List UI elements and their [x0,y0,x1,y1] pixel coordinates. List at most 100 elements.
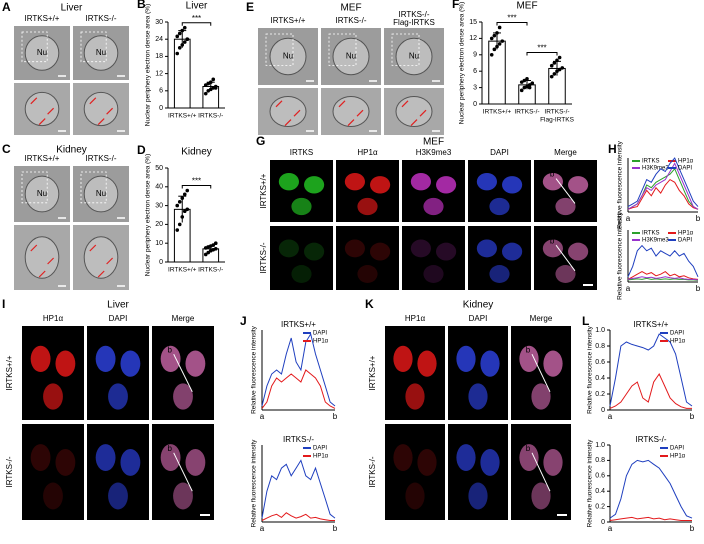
legend-label: IRTKS [642,231,660,237]
column-header: IRTKS+/+ [25,14,60,23]
arrow [410,119,418,127]
data-point [495,44,499,49]
micrograph [402,226,465,290]
x-tick-note: Flag-IRTKS [540,117,574,124]
micrograph [336,226,399,290]
row-label: IRTKS+/+ [259,173,268,208]
column-header: IRTKS+/+ [271,16,306,25]
profile-point: a [194,490,199,499]
profile-point: b [526,444,531,453]
panel-letter: J [240,314,247,328]
nucleus [555,197,576,216]
nucleus [278,239,299,258]
y-axis-label: Nuclear periphery electron dense area (%… [145,154,152,276]
y-tick-label: 3 [473,84,477,91]
nucleus [393,345,413,373]
column-header: HP1α [357,148,378,157]
data-point [557,67,562,72]
profile-point: b [550,170,555,179]
zoom-box [21,171,48,204]
chart-subtitle: IRTKS+/+ [281,320,316,329]
nucleus [543,448,563,476]
legend-label: IRTKS [642,159,660,165]
micrograph [385,424,445,520]
column-header: HP1α [43,314,64,323]
nucleus [568,176,589,194]
data-point [185,207,190,212]
legend-label: DAPI [313,331,327,337]
nucleus [456,444,476,472]
row-label: IRTKS+/+ [368,355,377,390]
data-point [489,53,494,57]
x-axis-label: b [333,524,338,533]
nucleus [185,350,206,377]
nucleus [304,242,325,261]
nucleus [468,383,488,410]
y-tick-label: 40 [155,184,163,191]
arrow [293,109,301,117]
nucleus-label: Nu [96,189,106,198]
y-tick-label: 20 [155,221,163,228]
profile-point: a [552,391,557,400]
x-axis-label: a [626,284,631,293]
chart-subtitle: IRTKS-/- [283,435,314,444]
nucleus-label: Nu [37,189,47,198]
legend-label: HP1α [678,231,694,237]
chart-subtitle: IRTKS-/- [636,435,667,444]
micrograph [270,226,333,290]
arrow [47,257,55,265]
row-label: IRTKS-/- [5,456,14,487]
arrow [419,109,427,117]
column-note: Flag-IRTKS [393,18,435,27]
data-point [213,241,218,245]
data-point [175,51,180,56]
profile-line [261,512,335,521]
data-point [500,39,505,43]
significance-label: *** [507,14,516,23]
x-axis-label: b [696,214,701,223]
nucleus [476,173,497,191]
arrow [89,97,97,105]
data-point [185,37,190,41]
profile-point: b [167,345,172,354]
profile-line [173,452,193,492]
data-point [552,72,557,76]
y-tick-label: 6 [473,68,477,75]
nucleus [344,239,365,258]
significance-bracket [496,21,528,26]
y-tick-label: 50 [155,165,163,172]
data-point [519,80,524,84]
column-header: IRTKS-/- [399,10,430,19]
x-axis-label: a [260,524,265,533]
arrow [30,97,38,105]
data-point [527,85,532,90]
arrow [356,109,364,117]
y-tick-label: 0.2 [595,391,605,398]
legend-label: DAPI [313,446,327,452]
data-point [489,36,494,41]
zoom-box [80,31,107,63]
data-point [213,247,218,251]
data-point [492,47,497,52]
nucleus [30,345,51,373]
panel-title: Liver [107,300,129,311]
profile-point: a [552,490,557,499]
x-axis-label: b [690,524,695,533]
y-tick-label: 0.4 [595,488,605,495]
arrow [97,270,105,278]
nucleus [83,236,119,279]
data-point [522,78,527,83]
nucleus [502,242,523,261]
x-tick-label: IRTKS+/+ [168,267,197,274]
nucleus [370,242,391,261]
zoom-box [328,33,357,66]
data-point [213,86,218,90]
profile-line [627,162,699,210]
panel-title: Liver [61,3,83,14]
panel-title: MEF [340,3,361,14]
y-tick-label: 0.8 [595,343,605,350]
significance-label: *** [537,44,546,53]
column-header: H3K9me3 [416,148,452,157]
y-tick-label: 6 [159,88,163,95]
nucleus [417,448,437,476]
